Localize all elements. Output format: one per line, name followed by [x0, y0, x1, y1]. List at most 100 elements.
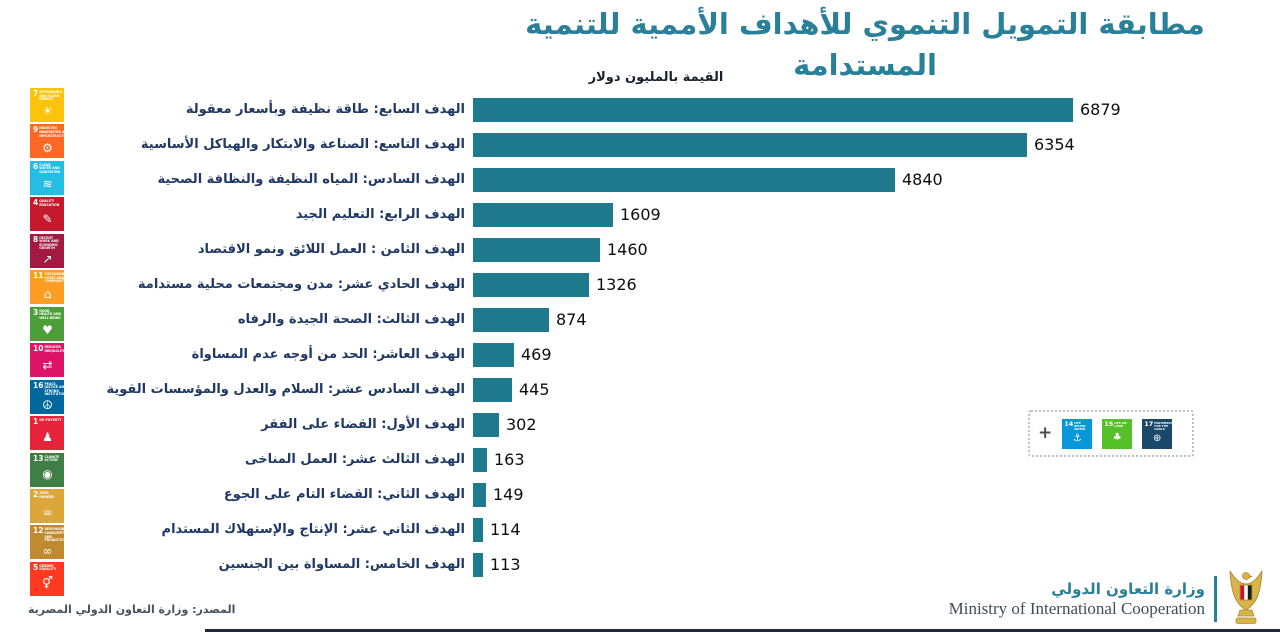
sdg-number: 6	[33, 161, 39, 171]
chart-row: الهدف الرابع: التعليم الجيد 1609	[200, 197, 1200, 232]
bar-sdg-11	[473, 272, 589, 297]
sdg-number: 7	[33, 89, 39, 98]
sdg-tile-title: QUALITY EDUCATION	[39, 199, 60, 207]
sdg-15-tile: 15 LIFE ON LAND ♣	[1102, 418, 1133, 449]
sdg-13-tile: 13 CLIMATE ACTION ◉	[30, 452, 64, 487]
ministry-name-arabic: وزارة التعاون الدولي	[1051, 579, 1205, 598]
chart-row: الهدف السادس عشر: السلام والعدل والمؤسسا…	[106, 372, 1200, 407]
bar-value: 114	[490, 520, 521, 539]
equality-arrows-icon: ⇄	[42, 357, 53, 372]
bar-value: 149	[493, 485, 524, 504]
bowl-icon: ☕	[42, 503, 53, 518]
sdg-number: 15	[1104, 419, 1114, 428]
chart-row: الهدف الثالث عشر: العمل المناخى 163	[200, 442, 1200, 477]
sdg-3-tile: 3 GOOD HEALTH AND WELL-BEING ♥	[30, 306, 64, 341]
bar-chart: الهدف السابع: طاقة نظيفة وبأسعار معقولة …	[106, 92, 1200, 582]
sdg-number: 11	[33, 271, 44, 281]
bar-label: الهدف الثامن : العمل اللائق ونمو الاقتصا…	[197, 242, 465, 257]
sdg-number: 2	[33, 489, 39, 499]
chart-row: الهدف الثامن : العمل اللائق ونمو الاقتصا…	[197, 232, 1200, 267]
sdg-tile-title: RESPONSIBLE CONSUMPTION AND PRODUCTION	[44, 527, 64, 543]
sdg-number: 9	[33, 125, 39, 135]
page-title: مطابقة التمويل التنموي للأهداف الأممية ل…	[525, 7, 1205, 82]
ministry-name-english: Ministry of International Cooperation	[948, 598, 1205, 618]
tree-icon: ♣	[1112, 431, 1122, 443]
sdg-number: 4	[33, 198, 39, 208]
eye-globe-icon: ◉	[42, 467, 53, 482]
bar-label: الهدف السادس: المياه النظيفة والنظافة ال…	[157, 172, 465, 187]
sdg-number: 16	[33, 380, 44, 390]
sun-icon: ☀	[42, 104, 53, 119]
sdg-tile-title: GOOD HEALTH AND WELL-BEING	[39, 308, 62, 320]
bar-label: الهدف الثاني: القضاء التام على الجوع	[223, 487, 465, 502]
bar-value: 469	[521, 345, 552, 364]
sdg-10-tile: 10 REDUCED INEQUALITIES ⇄	[30, 343, 64, 378]
chart-row: الهدف الثالث: الصحة الجيدة والرفاه 874	[200, 302, 1200, 337]
bar-sdg-4	[473, 202, 613, 227]
bar-sdg-5	[473, 552, 483, 577]
bar-label: الهدف السادس عشر: السلام والعدل والمؤسسا…	[106, 382, 466, 397]
plus-icon: +	[1038, 423, 1053, 443]
unfunded-goals-box: + 14 LIFE BELOW WATER ⚓ 15 LIFE ON LAND …	[1028, 410, 1194, 457]
gear-icon: ⚙	[42, 140, 53, 155]
people-icon: ♟	[42, 430, 53, 445]
sdg-number: 3	[33, 307, 39, 317]
sdg-number: 14	[1064, 419, 1074, 428]
bar-sdg-9	[473, 132, 1027, 157]
sdg-tile-title: LIFE BELOW WATER	[1074, 420, 1086, 431]
growth-arrow-icon: ↗	[42, 251, 53, 266]
bar-value: 6879	[1080, 100, 1121, 119]
sdg-17-tile: 17 PARTNERSHIPS FOR THE GOALS ⊕	[1142, 418, 1173, 449]
sdg-11-tile: 11 SUSTAINABLE CITIES AND COMMUNITIES ⌂	[30, 270, 64, 305]
sdg-tile-title: CLIMATE ACTION	[44, 454, 60, 463]
sdg-4-tile: 4 QUALITY EDUCATION ✎	[30, 197, 64, 232]
fish-icon: ⚓	[1072, 433, 1082, 445]
peace-icon: ☮	[42, 397, 53, 412]
sdg-tile-title: LIFE ON LAND	[1114, 420, 1127, 428]
partnership-rings-icon: ⊕	[1153, 433, 1162, 445]
bar-value: 874	[556, 310, 587, 329]
sdg-tile-title: REDUCED INEQUALITIES	[44, 345, 64, 353]
bar-label: الهدف العاشر: الحد من أوجه عدم المساواة	[191, 347, 465, 362]
sdg-number: 10	[33, 344, 44, 354]
ministry-logo-block: وزارة التعاون الدولي Ministry of Interna…	[949, 569, 1266, 629]
education-icon: ✎	[42, 211, 53, 226]
sdg-12-tile: 12 RESPONSIBLE CONSUMPTION AND PRODUCTIO…	[30, 525, 64, 560]
sdg-tile-title: SUSTAINABLE CITIES AND COMMUNITIES	[44, 272, 64, 284]
sdg-2-tile: 2 ZERO HUNGER ☕	[30, 488, 64, 523]
chart-row: الهدف الخامس: المساواة بين الجنسين 113	[200, 547, 1200, 582]
sdg-number: 1	[33, 417, 39, 427]
bottom-accent-bar	[205, 629, 1280, 632]
sdg-14-tile: 14 LIFE BELOW WATER ⚓	[1062, 418, 1093, 449]
bar-value: 445	[519, 380, 550, 399]
water-icon: ≋	[42, 177, 53, 192]
bar-sdg-2	[473, 482, 486, 507]
chart-row: الهدف السادس: المياه النظيفة والنظافة ال…	[157, 162, 1200, 197]
bar-label: الهدف الثالث عشر: العمل المناخى	[245, 452, 465, 467]
bar-label: الهدف الحادي عشر: مدن ومجتمعات محلية مست…	[137, 277, 465, 292]
bar-label: الهدف الرابع: التعليم الجيد	[295, 207, 465, 222]
sdg-tile-title: DECENT WORK AND ECONOMIC GROWTH	[39, 235, 59, 251]
bar-label: الهدف السابع: طاقة نظيفة وبأسعار معقولة	[185, 102, 465, 117]
sdg-tile-title: CLEAN WATER AND SANITATION	[39, 162, 61, 174]
sdg-1-tile: 1 NO POVERTY ♟	[30, 416, 64, 451]
bar-label: الهدف الثاني عشر: الإنتاج والإستهلاك الم…	[161, 522, 465, 537]
sdg-number: 5	[33, 562, 39, 572]
bar-label: الهدف الثالث: الصحة الجيدة والرفاه	[237, 312, 465, 327]
bar-sdg-16	[473, 377, 512, 402]
sdg-tile-title: AFFORDABLE AND CLEAN ENERGY	[39, 90, 63, 102]
bar-value: 302	[506, 415, 537, 434]
bar-label: الهدف التاسع: الصناعة والابتكار والهياكل…	[140, 137, 465, 152]
heart-icon: ♥	[42, 323, 53, 338]
sdg-tile-title: GENDER EQUALITY	[39, 563, 57, 572]
sdg-number: 8	[33, 234, 39, 244]
sdg-8-tile: 8 DECENT WORK AND ECONOMIC GROWTH ↗	[30, 233, 64, 268]
chart-row: الهدف التاسع: الصناعة والابتكار والهياكل…	[140, 127, 1200, 162]
bar-value: 1609	[620, 205, 661, 224]
sdg-7-tile: 7 AFFORDABLE AND CLEAN ENERGY ☀	[30, 88, 64, 122]
sdg-number: 17	[1144, 419, 1154, 428]
bar-sdg-6	[473, 167, 895, 192]
bar-sdg-3	[473, 307, 549, 332]
sdg-number: 12	[33, 526, 44, 536]
sdg-tile-title: PEACE, JUSTICE AND STRONG INSTITUTIONS	[44, 381, 64, 397]
